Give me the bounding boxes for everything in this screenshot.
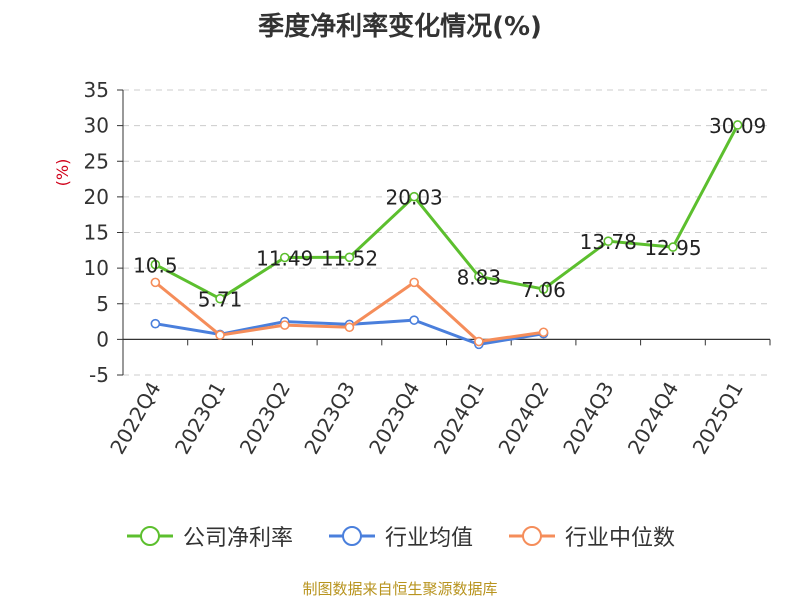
x-tick-label: 2023Q3 [299,378,359,459]
data-labels: 10.5 5.71 11.49 11.52 20.03 8.83 7.06 13.78 12.9… [133,114,766,312]
legend-label: 行业中位数 [565,526,676,551]
legend-item-1: 行业均值 [327,520,473,552]
x-tick-label: 2024Q2 [493,378,553,459]
data-point [409,315,419,325]
data-point [344,322,355,333]
data-point [150,277,161,288]
data-label: 8.83 [457,265,502,289]
x-tick-label: 2023Q4 [364,378,424,459]
x-tick-label: 2024Q1 [429,377,489,458]
y-tick-label: 0 [96,327,109,351]
source-note: 制图数据来自恒生聚源数据库 [302,580,498,598]
data-point [279,320,290,330]
chart-title: 季度净利率变化情况(%) [258,12,542,42]
x-tick-label: 2024Q4 [623,378,683,459]
legend-label: 行业均值 [384,526,473,551]
data-label: 7.06 [521,278,566,302]
legend: 公司净利率 行业均值 行业中位数 [0,520,800,552]
data-point [474,271,484,282]
data-point [150,318,161,329]
y-tick-label: 10 [84,256,109,280]
legend-swatch [509,526,555,546]
x-tick-label: 2022Q4 [105,378,165,459]
y-tick-label: 15 [84,221,109,245]
data-label: 30.09 [709,114,766,138]
series-line [154,124,739,301]
y-tick-label: 30 [84,114,109,138]
data-point [732,120,743,130]
x-tick-label: 2023Q1 [170,378,230,459]
data-point [603,236,614,246]
y-tick-label: 5 [96,292,109,316]
y-axis-label: (%) [53,159,72,187]
data-point [668,242,678,252]
data-point [409,277,419,288]
data-point [409,191,419,202]
data-point [344,252,355,263]
legend-item-0: 公司净利率 [125,520,293,552]
series-2 [150,277,549,347]
data-label: 20.03 [386,186,443,210]
data-label: 5.71 [198,288,243,312]
data-point [215,330,225,340]
x-tick-label: 2025Q1 [688,378,748,459]
data-point [279,252,290,263]
y-tick-label: 35 [84,78,109,102]
data-label: 11.49 [256,247,313,271]
data-point [215,293,225,304]
grid-lines [123,89,770,376]
data-point [538,284,549,294]
data-point [150,259,161,270]
legend-swatch [126,526,173,546]
legend-label: 公司净利率 [182,526,293,551]
y-tick-label: 25 [84,149,109,173]
series-1 [150,315,549,350]
y-tick-label: 20 [84,185,109,209]
data-point [538,327,549,338]
x-tick-label: 2024Q3 [558,378,618,459]
data-label: 12.95 [644,236,701,260]
data-label: 10.5 [133,254,178,278]
data-label: 13.78 [580,230,637,254]
y-tick-label: -5 [89,363,109,387]
legend-swatch [328,526,375,546]
data-label: 11.52 [321,246,378,270]
data-point [474,336,484,347]
series-0 [150,120,743,304]
x-tick-label: 2023Q2 [235,378,295,459]
series [150,120,743,350]
legend-item-2: 行业中位数 [507,520,675,552]
